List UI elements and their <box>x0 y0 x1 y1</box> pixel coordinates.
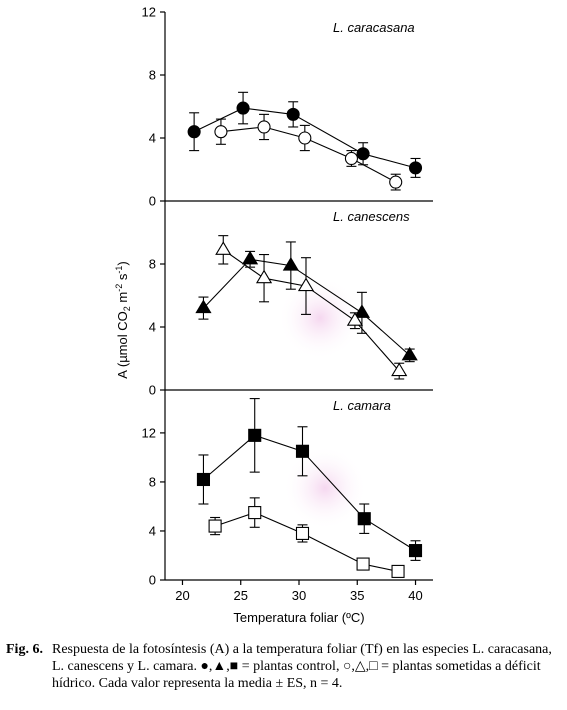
caption-text: Respuesta de la fotosíntesis (A) a la te… <box>52 642 552 691</box>
data-point-triangle <box>391 362 408 377</box>
panel-species-label: L. camara <box>333 398 391 413</box>
caption-label: Fig. 6. <box>6 642 43 657</box>
data-point-triangle <box>255 269 273 284</box>
data-point-circle <box>389 175 403 189</box>
y-tick-label: 0 <box>149 194 156 209</box>
y-tick-label: 0 <box>149 383 156 398</box>
data-point-square <box>357 512 371 526</box>
data-point-circle <box>356 147 370 161</box>
y-tick-label: 12 <box>142 5 156 20</box>
data-point-square <box>248 428 262 442</box>
x-tick-label: 35 <box>350 588 364 603</box>
panel-species-label: L. canescens <box>333 209 410 224</box>
data-point-triangle <box>353 304 371 318</box>
data-point-circle <box>298 131 312 145</box>
data-point-triangle <box>297 277 315 292</box>
data-point-square <box>408 544 423 558</box>
x-tick-label: 40 <box>408 588 422 603</box>
data-point-square <box>208 519 222 533</box>
y-tick-label: 8 <box>149 68 156 83</box>
x-tick-label: 20 <box>175 588 189 603</box>
panel-species-label: L. caracasana <box>333 20 415 35</box>
x-tick-label: 25 <box>234 588 248 603</box>
data-point-circle <box>286 107 300 121</box>
y-tick-label: 4 <box>149 523 156 538</box>
watermark-blob <box>283 446 367 530</box>
data-point-square <box>356 557 370 571</box>
figure-caption: Fig. 6. Respuesta de la fotosíntesis (A) … <box>6 641 562 692</box>
data-point-circle <box>187 125 201 139</box>
data-point-triangle <box>401 346 418 361</box>
figure-chart: 0 4 8 12 L. caracasana 0 4 8 L. canescens 0 4 8 12 L.… <box>114 5 433 625</box>
watermark-blob <box>278 276 362 360</box>
data-point-square <box>248 506 262 520</box>
y-tick-label: 8 <box>149 257 156 272</box>
x-axis-title: Temperatura foliar (ºC) <box>233 610 364 625</box>
data-point-circle <box>214 125 228 139</box>
data-point-square <box>295 526 310 540</box>
data-point-circle <box>408 161 423 175</box>
data-point-triangle <box>215 241 232 255</box>
data-point-circle <box>236 101 250 115</box>
y-tick-label: 0 <box>149 573 156 588</box>
data-point-triangle <box>282 256 299 271</box>
data-point-triangle <box>346 312 364 326</box>
x-tick-label: 30 <box>292 588 306 603</box>
y-tick-label: 4 <box>149 131 156 146</box>
data-point-square <box>295 444 310 458</box>
data-point-square <box>196 472 211 487</box>
data-point-circle <box>257 120 271 134</box>
data-point-square <box>391 564 405 578</box>
y-tick-label: 12 <box>142 425 156 440</box>
y-axis-title: A (µmol CO2 m-2 s-1) <box>114 261 132 378</box>
y-tick-label: 4 <box>149 320 156 335</box>
y-tick-label: 8 <box>149 474 156 489</box>
data-point-circle <box>344 151 358 166</box>
data-point-triangle <box>241 250 259 265</box>
data-point-triangle <box>195 299 212 314</box>
